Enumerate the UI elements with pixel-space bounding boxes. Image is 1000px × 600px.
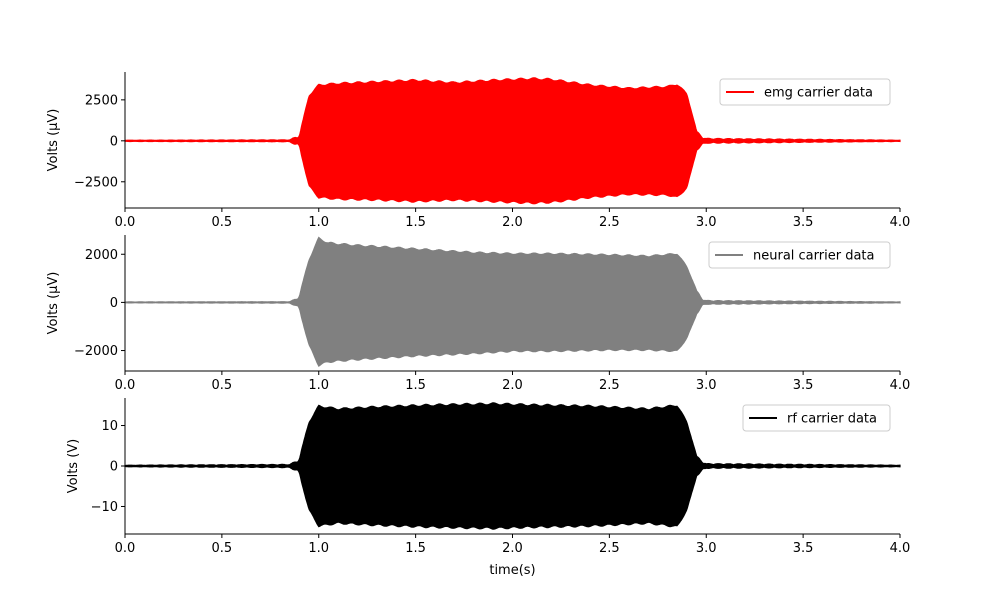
y-tick-label: −2000 xyxy=(74,344,118,359)
legend-label: neural carrier data xyxy=(753,249,874,264)
x-tick-label: 0.5 xyxy=(212,378,233,393)
x-tick-label: 3.0 xyxy=(696,541,717,556)
x-tick-label: 0.5 xyxy=(212,215,233,230)
y-axis-label: Volts (μV) xyxy=(46,109,61,172)
x-tick-label: 1.0 xyxy=(308,378,329,393)
y-axis-label: Volts (μV) xyxy=(46,272,61,335)
legend: neural carrier data xyxy=(708,241,891,269)
x-tick-label: 2.5 xyxy=(599,541,620,556)
x-tick-label: 3.0 xyxy=(696,215,717,230)
x-tick-label: 2.0 xyxy=(502,378,523,393)
y-tick-label: −10 xyxy=(91,500,118,515)
subplot-3: 0.0 0.5 1.0 1.5 2.0 2.5 3.0 3.5 4.0 −10 0 10 Volts (… xyxy=(66,398,910,578)
x-tick-label: 3.5 xyxy=(793,215,814,230)
legend: emg carrier data xyxy=(719,78,891,106)
x-tick-label: 0.0 xyxy=(115,378,136,393)
x-tick-label: 1.0 xyxy=(308,215,329,230)
x-tick-label: 0.0 xyxy=(115,541,136,556)
x-tick-label: 0.5 xyxy=(212,541,233,556)
y-tick-label: 0 xyxy=(110,134,118,149)
subplot-2: 0.0 0.5 1.0 1.5 2.0 2.5 3.0 3.5 4.0 −2000 0 2000 Vol… xyxy=(46,235,910,393)
x-tick-label: 4.0 xyxy=(890,215,911,230)
x-tick-label: 2.5 xyxy=(599,378,620,393)
x-tick-label: 1.0 xyxy=(308,541,329,556)
y-axis-label: Volts (V) xyxy=(66,439,81,494)
legend: rf carrier data xyxy=(742,404,891,432)
x-tick-label: 2.5 xyxy=(599,215,620,230)
x-axis-label: time(s) xyxy=(489,563,535,578)
y-tick-label: 2500 xyxy=(85,93,118,108)
x-tick-label: 4.0 xyxy=(890,378,911,393)
x-tick-label: 1.5 xyxy=(405,541,426,556)
subplot-1: 0.0 0.5 1.0 1.5 2.0 2.5 3.0 3.5 4.0 −2500 0 2500 Vol… xyxy=(46,72,910,230)
legend-box xyxy=(742,404,891,432)
x-tick-label: 4.0 xyxy=(890,541,911,556)
x-tick-label: 1.5 xyxy=(405,215,426,230)
y-tick-label: 10 xyxy=(101,419,118,434)
legend-label: rf carrier data xyxy=(787,412,877,427)
y-tick-label: 2000 xyxy=(85,248,118,263)
x-tick-label: 3.0 xyxy=(696,378,717,393)
legend-label: emg carrier data xyxy=(764,86,873,101)
x-tick-label: 2.0 xyxy=(502,215,523,230)
y-tick-label: 0 xyxy=(110,296,118,311)
x-tick-label: 2.0 xyxy=(502,541,523,556)
legend-box xyxy=(708,241,891,269)
y-tick-label: −2500 xyxy=(74,175,118,190)
x-tick-label: 1.5 xyxy=(405,378,426,393)
x-tick-label: 3.5 xyxy=(793,541,814,556)
x-tick-label: 3.5 xyxy=(793,378,814,393)
legend-box xyxy=(719,78,891,106)
y-tick-label: 0 xyxy=(110,460,118,475)
x-tick-label: 0.0 xyxy=(115,215,136,230)
